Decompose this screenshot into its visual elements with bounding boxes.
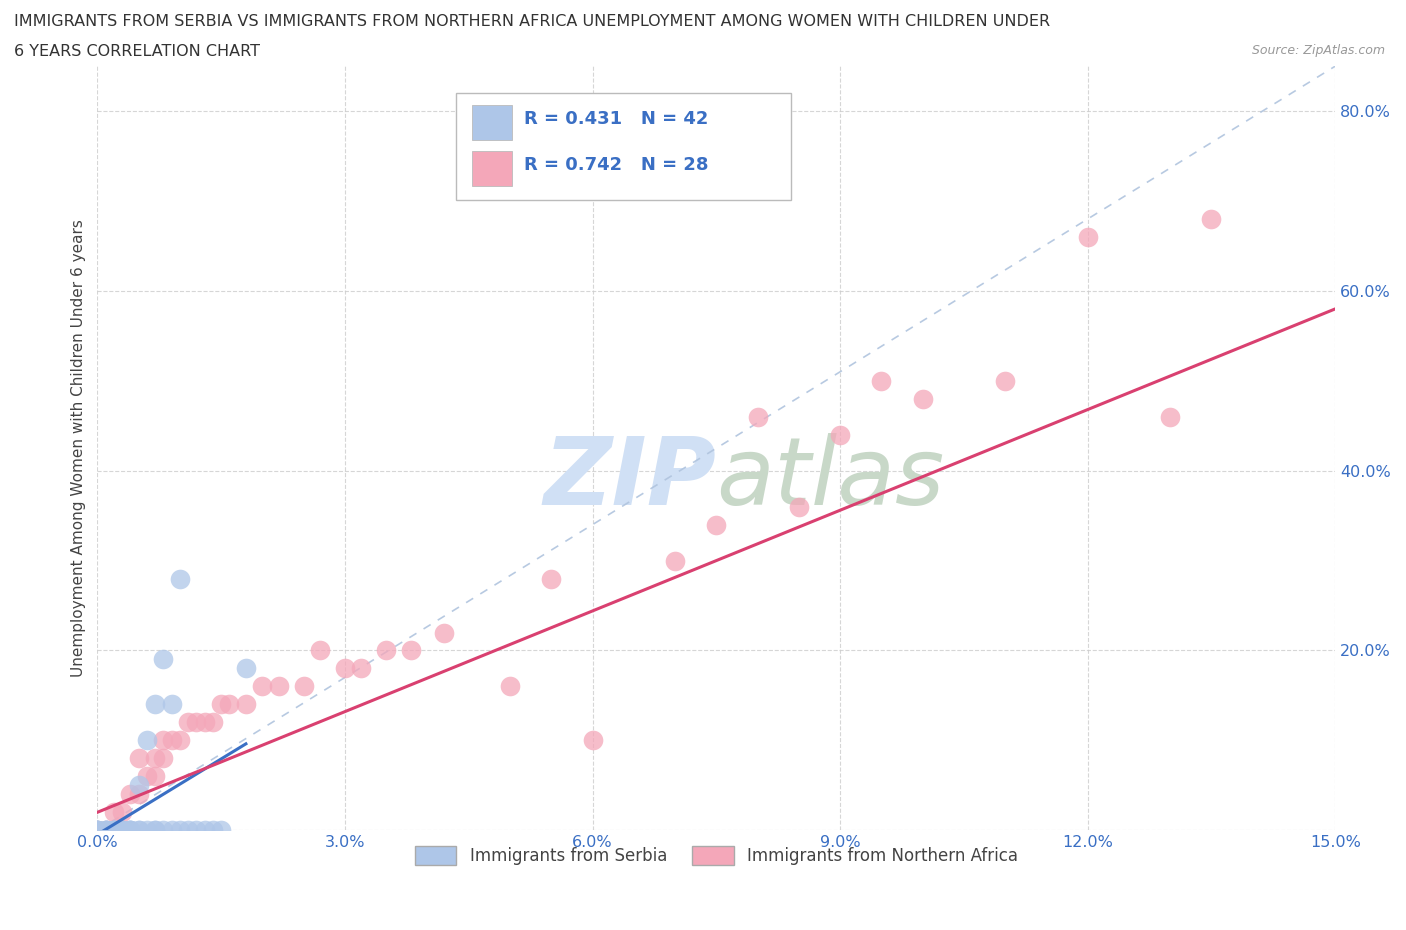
Point	[111, 823, 134, 838]
Point	[1159, 409, 1181, 424]
Point	[120, 823, 142, 838]
Point	[94, 823, 117, 838]
Point	[911, 392, 934, 406]
Point	[160, 697, 183, 711]
Point	[218, 697, 240, 711]
Point	[201, 715, 224, 730]
Text: R = 0.431   N = 42: R = 0.431 N = 42	[524, 111, 709, 128]
Point	[235, 697, 257, 711]
Point	[235, 661, 257, 676]
Text: R = 0.742   N = 28: R = 0.742 N = 28	[524, 156, 709, 174]
Point	[103, 823, 125, 838]
Point	[128, 751, 150, 765]
Point	[128, 787, 150, 802]
Point	[540, 571, 562, 586]
Point	[103, 804, 125, 819]
Point	[186, 715, 208, 730]
Point	[186, 823, 208, 838]
Point	[499, 679, 522, 694]
FancyBboxPatch shape	[472, 105, 512, 140]
Point	[209, 823, 232, 838]
Point	[399, 643, 422, 658]
Point	[111, 804, 134, 819]
Point	[128, 823, 150, 838]
Point	[994, 373, 1017, 388]
Point	[704, 517, 727, 532]
Point	[201, 823, 224, 838]
Point	[209, 697, 232, 711]
Point	[143, 769, 166, 784]
Point	[86, 823, 108, 838]
Point	[86, 823, 108, 838]
Point	[152, 652, 174, 667]
Point	[152, 733, 174, 748]
Point	[135, 823, 157, 838]
Point	[747, 409, 769, 424]
Point	[111, 823, 134, 838]
Point	[135, 733, 157, 748]
FancyBboxPatch shape	[472, 151, 512, 186]
Point	[152, 823, 174, 838]
Point	[1201, 211, 1223, 226]
Point	[433, 625, 456, 640]
Point	[143, 697, 166, 711]
Point	[169, 823, 191, 838]
Point	[86, 823, 108, 838]
Point	[375, 643, 398, 658]
Point	[120, 823, 142, 838]
Point	[120, 823, 142, 838]
Point	[86, 823, 108, 838]
Point	[267, 679, 290, 694]
Point	[664, 553, 686, 568]
Point	[194, 715, 217, 730]
Point	[581, 733, 603, 748]
Point	[350, 661, 373, 676]
Point	[94, 823, 117, 838]
Point	[1077, 230, 1099, 245]
Point	[292, 679, 315, 694]
Point	[143, 823, 166, 838]
Point	[103, 823, 125, 838]
Point	[111, 823, 134, 838]
Point	[160, 823, 183, 838]
Point	[830, 427, 852, 442]
Point	[143, 823, 166, 838]
Point	[128, 823, 150, 838]
Legend: Immigrants from Serbia, Immigrants from Northern Africa: Immigrants from Serbia, Immigrants from …	[408, 839, 1025, 871]
Point	[160, 733, 183, 748]
FancyBboxPatch shape	[457, 93, 790, 200]
Point	[128, 777, 150, 792]
Point	[143, 751, 166, 765]
Point	[787, 499, 810, 514]
Point	[111, 823, 134, 838]
Point	[103, 823, 125, 838]
Text: Source: ZipAtlas.com: Source: ZipAtlas.com	[1251, 44, 1385, 57]
Text: 6 YEARS CORRELATION CHART: 6 YEARS CORRELATION CHART	[14, 44, 260, 59]
Point	[870, 373, 893, 388]
Point	[169, 733, 191, 748]
Point	[94, 823, 117, 838]
Point	[177, 715, 200, 730]
Text: IMMIGRANTS FROM SERBIA VS IMMIGRANTS FROM NORTHERN AFRICA UNEMPLOYMENT AMONG WOM: IMMIGRANTS FROM SERBIA VS IMMIGRANTS FRO…	[14, 14, 1050, 29]
Point	[169, 571, 191, 586]
Point	[94, 823, 117, 838]
Point	[120, 823, 142, 838]
Point	[111, 823, 134, 838]
Point	[152, 751, 174, 765]
Y-axis label: Unemployment Among Women with Children Under 6 years: Unemployment Among Women with Children U…	[72, 219, 86, 677]
Point	[135, 769, 157, 784]
Point	[194, 823, 217, 838]
Text: ZIP: ZIP	[544, 432, 716, 525]
Point	[309, 643, 332, 658]
Point	[333, 661, 356, 676]
Text: atlas: atlas	[716, 433, 945, 525]
Point	[86, 823, 108, 838]
Point	[120, 787, 142, 802]
Point	[177, 823, 200, 838]
Point	[103, 823, 125, 838]
Point	[94, 823, 117, 838]
Point	[86, 823, 108, 838]
Point	[252, 679, 274, 694]
